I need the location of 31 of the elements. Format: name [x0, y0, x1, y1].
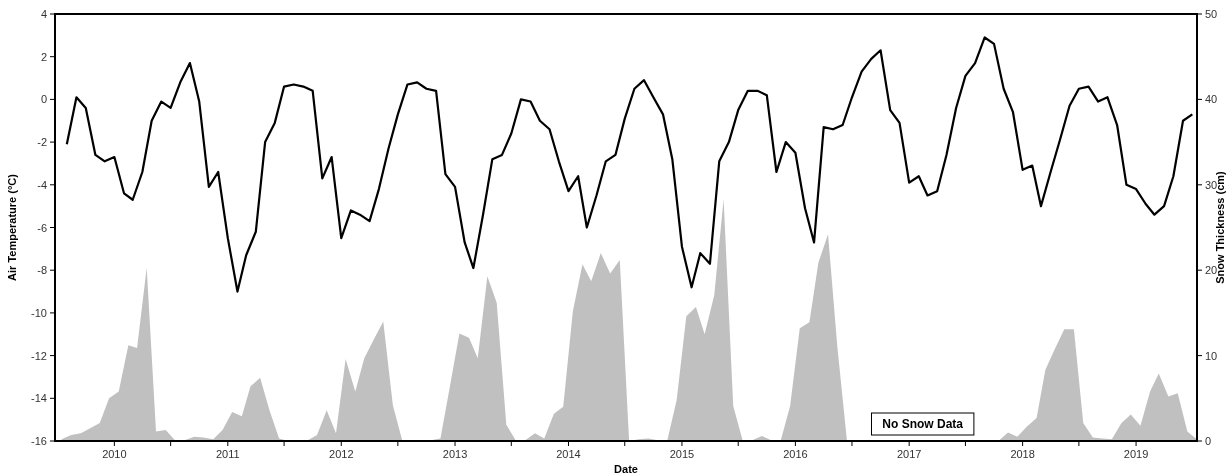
y2-tick-label: 50	[1205, 8, 1218, 20]
x-tick-label: 2018	[1010, 448, 1035, 460]
y-tick-label: -4	[37, 178, 47, 191]
x-tick-label: 2017	[896, 448, 922, 460]
y-tick-label: -6	[37, 221, 47, 234]
y-tick-label: -16	[31, 435, 47, 447]
x-tick-label: 2016	[783, 448, 808, 460]
y-tick-label: -10	[31, 306, 47, 319]
x-tick-label: 2019	[1123, 448, 1149, 460]
y-tick-label: -2	[37, 136, 47, 149]
annotation: No Snow Data	[882, 417, 964, 431]
x-tick-label: 2011	[215, 448, 240, 460]
x-tick-label: 2013	[442, 448, 468, 460]
y-tick-label: 2	[40, 50, 47, 63]
y2-tick-label: 30	[1205, 178, 1218, 191]
x-tick-label: 2014	[556, 448, 581, 460]
x-tick-label: 2015	[669, 448, 695, 460]
y-tick-label: 4	[40, 8, 47, 20]
y-tick-label: -14	[31, 392, 47, 405]
y-tick-label: -8	[37, 264, 47, 277]
y-tick-label: 0	[40, 93, 47, 106]
y2-tick-label: 10	[1205, 349, 1218, 362]
y-axis-title: Air Temperature (°C)	[6, 173, 18, 281]
x-tick-label: 2012	[329, 448, 354, 460]
line-series	[65, 36, 1194, 293]
y2-tick-label: 0	[1205, 435, 1212, 447]
y-tick-label: -12	[31, 349, 47, 362]
y2-tick-label: 20	[1205, 264, 1218, 277]
x-tick-label: 2010	[102, 448, 127, 460]
x-axis-title: Date	[614, 463, 638, 475]
y2-tick-label: 40	[1205, 93, 1218, 106]
